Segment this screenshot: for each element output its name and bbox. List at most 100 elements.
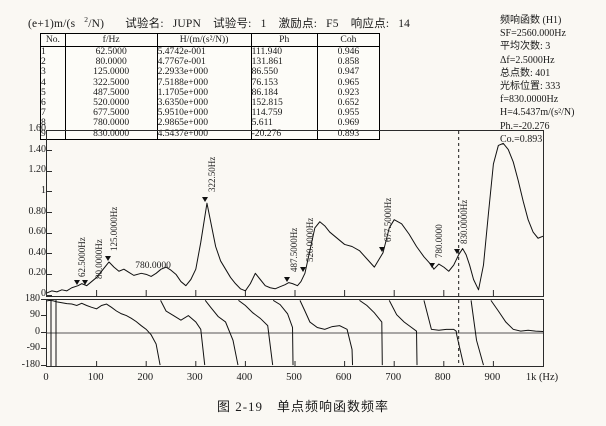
magnitude-y-tick-mark [47,253,52,255]
table-row: 9 830.0000 4.5437e+000 -20.276 0.893 [40,128,381,140]
phase-y-tick-mark [41,298,46,300]
peak-annotation-label: 125.0000Hz [109,206,119,251]
table-cell: 0.955 [316,108,381,119]
phase-y-tick-label: 0 [35,325,40,337]
info-magnitude: H=4.5437m/(s²/N) [500,107,575,119]
response-point-label: 响应点: [350,18,390,30]
phase-y-tick-mark [41,331,46,333]
peak-marker-icon [454,248,461,254]
phase-y-tick-mark [41,364,46,366]
peak-annotation-label: 487.5000Hz [288,227,299,272]
magnitude-y-tick-mark [47,212,52,213]
frequency-x-tick-label: 500 [286,372,302,383]
peak-annotation-label: 62.5000Hz [77,236,87,277]
magnitude-plot [46,130,544,297]
table-cell: 0.652 [316,97,381,109]
caption-figure-number: 图 2-19 [216,399,264,414]
test-name-value: JUPN [172,18,201,30]
phase-y-tick-label: 180 [25,292,40,304]
excitation-point-label: 激励点: [278,18,318,30]
frequency-x-tick-label: 600 [335,372,352,383]
magnitude-y-tick-mark [47,294,52,296]
magnitude-curve [47,142,543,294]
magnitude-y-tick-mark [47,273,52,275]
frequency-x-tick-label: 200 [137,372,154,383]
table-cell: 111.940 [250,46,318,58]
table-row: 3 125.0000 2.2933e+000 86.550 0.947 [40,67,381,78]
col-phase: Ph [250,33,318,47]
magnitude-y-tick-mark [47,150,52,152]
table-row: 6 520.0000 3.6350e+000 152.815 0.652 [40,97,381,109]
table-cell: 0.923 [316,87,381,99]
info-delta-f: Δf=2.5000Hz [500,54,555,66]
test-name-label: 试验名: [125,18,164,30]
test-no-value: 1 [260,18,267,30]
info-average-count: 平均次数: 3 [500,41,551,53]
magnitude-y-tick-label: 0.20 [28,267,47,279]
peak-marker-icon [284,276,291,282]
table-row: 4 322.5000 7.5188e+000 76.153 0.965 [40,77,381,88]
peak-marker-icon [73,279,80,285]
info-total-points: 总点数: 401 [500,67,551,79]
peak-marker-icon [104,255,111,261]
table-cell: 0.946 [316,46,381,58]
col-mag: H/(m/(s²/N)) [156,33,252,47]
table-cell: 152.815 [250,97,318,109]
table-cell: 0.858 [316,56,381,68]
info-cursor-position: 光标位置: 333 [500,81,561,93]
peak-annotation-label: 780.0000 [135,260,171,271]
table-cell: 86.550 [250,67,318,78]
peak-data-table: No. f/Hz H/(m/(s²/N)) Ph Coh 1 62.5000 5.4… [40,33,381,140]
magnitude-y-tick-label: 1 [41,184,46,196]
response-point-value: 14 [398,18,411,30]
peak-annotation-label: 520.0000Hz [304,218,315,263]
phase-y-tick-mark [41,348,46,349]
info-coherence: Co.=0.893 [500,133,543,145]
magnitude-y-tick-label: 0.60 [28,226,47,238]
magnitude-y-tick-label: 1.20 [28,164,47,176]
table-cell: 0.893 [316,128,381,140]
magnitude-y-tick-label: 0 [41,288,46,299]
table-cell: 5.611 [250,118,318,129]
frequency-x-tick-label: 900 [484,372,501,383]
phase-plot [46,299,544,367]
table-cell: 0.965 [316,77,381,88]
peak-marker-icon [378,246,385,252]
frequency-x-tick-label: 0 [43,372,49,383]
table-cell: 76.153 [250,77,318,88]
peak-marker-icon [300,267,307,273]
frequency-x-tick-label: 700 [385,372,402,383]
table-cell: -20.276 [250,128,318,140]
info-sampling-frequency: SF=2560.000Hz [500,28,566,40]
excitation-point-value: F5 [326,18,339,30]
frequency-x-tick-label: 300 [186,372,203,383]
table-row: 7 677.5000 5.9510e+000 114.759 0.955 [40,108,381,119]
unit-label: (e+1)m/(s 2/N) [28,15,105,30]
info-frequency: f=830.0000Hz [500,94,559,106]
table-cell: 0.947 [316,67,381,78]
peak-annotation-label: 322.50Hz [206,156,217,193]
magnitude-y-tick-mark [47,170,52,172]
table-header-row: No. f/Hz H/(m/(s²/N)) Ph Coh [40,33,381,47]
magnitude-y-axis: 1.60 1.40 1.20 1 0.80 0.60 0.40 0.20 0 [6,0,52,300]
frequency-x-tick-label: 100 [87,372,104,383]
table-cell: 131.861 [250,56,318,68]
peak-marker-icon [429,263,436,269]
table-cell: 114.759 [250,108,318,119]
plot-header: (e+1)m/(s 2/N) 试验名: JUPN 试验号: 1 激励点: F5 响应点:… [28,15,498,31]
magnitude-y-tick-label: 1.60 [28,123,47,134]
phase-y-axis: 180 90 0 -90 -180 [0,0,46,370]
phase-y-tick-mark [41,315,46,316]
peak-annotation-label: 677.5000Hz [383,197,394,242]
peak-annotation-label: 80.0000Hz [93,238,104,279]
peak-annotation-label: 830.0000Hz [458,199,469,244]
test-no-label: 试验号: [213,18,252,30]
info-title: 频响函数 (H1) [500,15,562,26]
phase-curve [47,300,543,366]
peak-marker-icon [82,279,89,285]
phase-y-tick-label: 90 [30,309,40,320]
peak-annotation-label: 780.0000 [433,224,444,259]
table-cell: 86.184 [250,87,318,99]
magnitude-y-tick-label: 1.40 [28,143,47,155]
